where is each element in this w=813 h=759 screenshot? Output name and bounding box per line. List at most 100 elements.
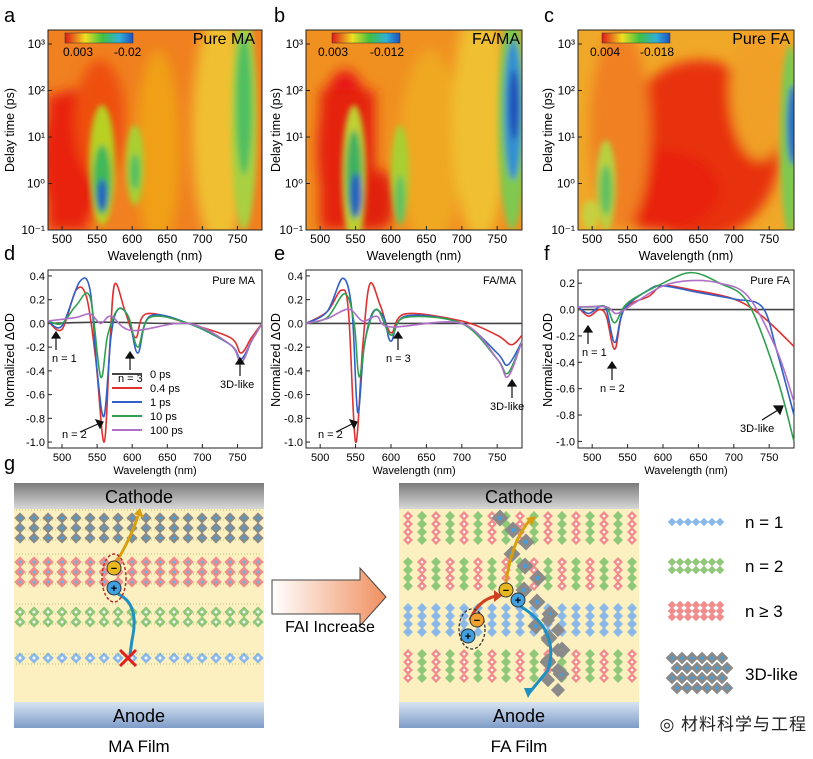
heatmap-a-xtick: 600: [122, 232, 142, 246]
heatmap-b-xtick: 650: [416, 232, 436, 246]
hole-icon: [106, 580, 122, 596]
heatmap-b-xtick: 600: [381, 232, 401, 246]
fa-film: Cathode Anode − + − +: [399, 483, 639, 728]
spectra-f-ann-n1: n = 1: [582, 347, 607, 359]
legend-n2: n = 2: [745, 557, 783, 576]
spectra-e-xlabel: Wavelength (nm): [372, 465, 455, 477]
spectra-f-title: Pure FA: [750, 275, 790, 287]
spectra-d-xtick: 600: [123, 452, 141, 464]
heatmap-a-xtick: 750: [227, 232, 247, 246]
legend-entry: 10 ps: [150, 411, 177, 423]
spectra-d-ytick: -0.2: [26, 342, 45, 354]
spectra-e-ytick: -0.4: [284, 366, 303, 378]
heatmap-a-ytick: 10¹: [28, 130, 45, 144]
heatmap-b-ytick: 10²: [286, 83, 303, 97]
svg-text:−: −: [503, 585, 509, 597]
heatmap-b-ytick: 10⁻¹: [279, 223, 303, 237]
spectra-f-xtick: 700: [725, 452, 743, 464]
spectra-f-series-10ps: [577, 271, 795, 442]
panel-label-d: d: [4, 243, 15, 265]
svg-text:−: −: [474, 615, 480, 627]
legend-n1: n = 1: [745, 513, 783, 532]
watermark-text: 材料科学与工程: [681, 715, 807, 734]
spectra-f-arrows: [582, 324, 784, 421]
panel-label-g: g: [4, 453, 15, 475]
spectra-d-ytick: 0.4: [30, 271, 45, 283]
spectra-d-ytick: -1.0: [26, 437, 45, 449]
spectra-e-ytick: 0.0: [288, 318, 303, 330]
colorbar-b-min: 0.003: [318, 45, 348, 59]
legend-entry: 0 ps: [150, 369, 171, 381]
spectra-e-xtick: 550: [346, 452, 364, 464]
spectra-f-ytick: -1.0: [556, 436, 575, 448]
legend-entry: 100 ps: [150, 425, 184, 437]
spectra-d-ytick: -0.4: [26, 366, 45, 378]
spectra-e-series-0.4ps: [305, 282, 523, 443]
spectra-d: 0.4 0.2 0.0 -0.2 -0.4 -0.6 -0.8 -1.0 500 550 600 65…: [26, 269, 263, 464]
spectra-e-arrows: [335, 330, 518, 433]
panel-label-c: c: [544, 5, 554, 27]
colorbar-c-min: 0.004: [590, 45, 620, 59]
heatmap-a-xtick: 500: [52, 232, 72, 246]
heatmap-b-ytick: 10⁰: [285, 176, 303, 190]
heatmap-c-xtick: 750: [759, 232, 779, 246]
spectra-legend: 0 ps 0.4 ps 1 ps 10 ps 100 ps: [112, 369, 184, 437]
fa-cathode-label: Cathode: [485, 487, 553, 507]
blocked-cross-icon: [118, 648, 138, 668]
heatmap-c-ytick: 10⁻¹: [551, 223, 575, 237]
heatmap-a-ylabel: Delay time (ps): [3, 88, 17, 172]
ma-cathode-label: Cathode: [105, 487, 173, 507]
spectra-e-ytick: -0.2: [284, 342, 303, 354]
heatmap-c-xtick: 600: [653, 232, 673, 246]
fa-hole-icon: [510, 592, 526, 608]
heatmap-b-xlabel: Wavelength (nm): [367, 249, 462, 263]
heatmap-a-ytick: 10⁰: [27, 176, 45, 190]
svg-text:+: +: [515, 595, 521, 607]
spectra-d-xtick: 700: [193, 452, 211, 464]
spectra-f-ann-3d: 3D-like: [740, 423, 774, 435]
spectra-d-series-100ps: [47, 312, 263, 364]
ma-film-title: MA Film: [108, 737, 169, 756]
heatmap-b: [305, 29, 523, 231]
heatmap-c-ytick: 10⁰: [557, 176, 575, 190]
legend-n3: n ≥ 3: [745, 602, 783, 621]
colorbar-a-min: 0.003: [63, 45, 93, 59]
spectra-e-xtick: 600: [382, 452, 400, 464]
heatmap-c-title: Pure FA: [732, 31, 790, 48]
spectra-d-xtick: 650: [158, 452, 176, 464]
ma-hole-path: [117, 592, 136, 656]
panel-label-e: e: [274, 243, 285, 265]
heatmap-a-ytick: 10²: [28, 83, 45, 97]
fa-anode-label: Anode: [493, 706, 545, 726]
heatmap-c-xtick: 550: [618, 232, 638, 246]
heatmap-a-xtick: 650: [157, 232, 177, 246]
spectra-e-xtick: 650: [417, 452, 435, 464]
spectra-d-ann-n3: n = 3: [118, 373, 143, 385]
ma-film: Cathode Anode − +: [14, 483, 264, 728]
spectra-e: 0.4 0.2 0.0 -0.2 -0.4 -0.6 -0.8 -1.0 500 550 600 65…: [284, 269, 523, 464]
heatmap-b-xtick: 750: [487, 232, 507, 246]
heatmap-a-xlabel: Wavelength (nm): [108, 249, 203, 263]
svg-text:−: −: [111, 563, 117, 575]
colorbar-c: 0.004 -0.018: [590, 32, 674, 59]
spectra-f-ytick: -0.8: [556, 410, 575, 422]
spectra-e-series-10ps: [305, 292, 523, 378]
spectra-f-ann-n2: n = 2: [600, 383, 625, 395]
spectra-e-ytick: 0.4: [288, 271, 303, 283]
spectra-d-ann-3d: 3D-like: [220, 379, 254, 391]
spectra-e-ytick: 0.2: [288, 295, 303, 307]
fai-increase-arrow: FAI Increase: [271, 566, 387, 636]
spectra-d-series-0ps: [47, 321, 263, 325]
spectra-e-ann-3d: 3D-like: [490, 401, 524, 413]
panel-label-a: a: [4, 5, 16, 27]
spectra-e-xtick: 750: [488, 452, 506, 464]
spectra-f-ytick: -0.6: [556, 384, 575, 396]
spectra-f-xtick: 600: [654, 452, 672, 464]
spectra-d-ylabel: Normalized ΔOD: [3, 313, 17, 407]
spectra-f: 0.2 0.0 -0.2 -0.4 -0.6 -0.8 -1.0 500 550 600 650 70…: [556, 269, 795, 464]
spectra-d-xtick: 550: [88, 452, 106, 464]
exciton-ellipse: [101, 553, 127, 603]
fa-electron-icon: [498, 582, 514, 598]
spectra-e-xtick: 700: [453, 452, 471, 464]
heatmap-c-ylabel: Delay time (ps): [541, 88, 555, 172]
